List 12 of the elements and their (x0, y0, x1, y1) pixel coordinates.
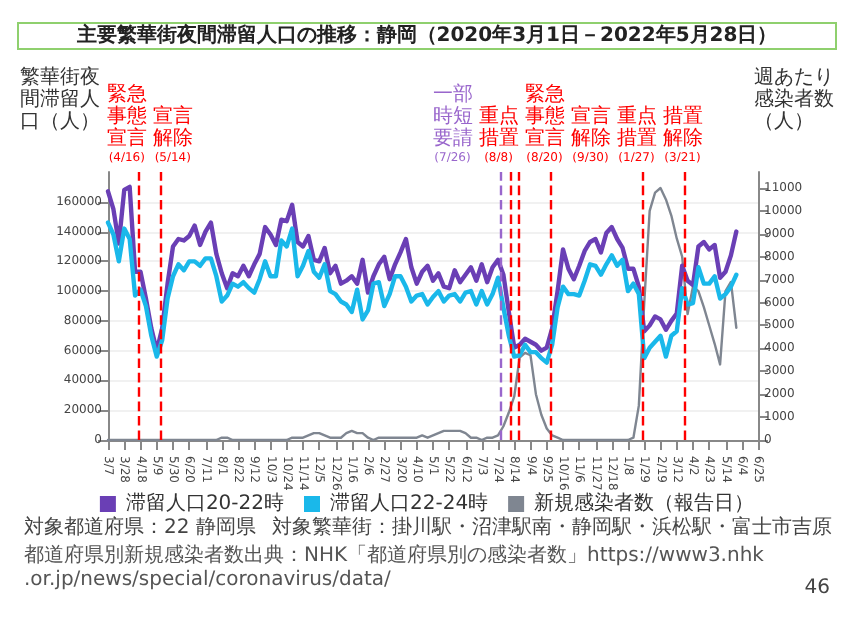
y2-axis-title: 週あたり感染者数（人） (754, 67, 834, 133)
chart-title: 主要繁華街夜間滞留人口の推移：静岡（2020年3月1日－2022年5月28日） (74, 23, 778, 47)
text: 対象繁華街：掛川駅・沼津駅南・静岡駅・浜松駅・富士市吉原 (272, 515, 832, 539)
legend-label: 滞留人口20-22時 (125, 491, 285, 515)
y-axis-title: 繁華街夜間滞留人口（人） (20, 65, 100, 133)
line-series (105, 220, 739, 365)
text: 対象都道府県：22 静岡県 (24, 515, 256, 539)
text: 46 (804, 577, 831, 599)
legend-label: 新規感染者数（報告日） (534, 491, 755, 515)
legend-label: 滞留人口22-24時 (330, 491, 489, 515)
text: 都道府県別新規感染者数出典：NHK「都道府県別の感染者数」https://www3.nhk.or.jp/news/special/coronavirus/data/ (24, 543, 765, 591)
line-series (105, 184, 739, 353)
